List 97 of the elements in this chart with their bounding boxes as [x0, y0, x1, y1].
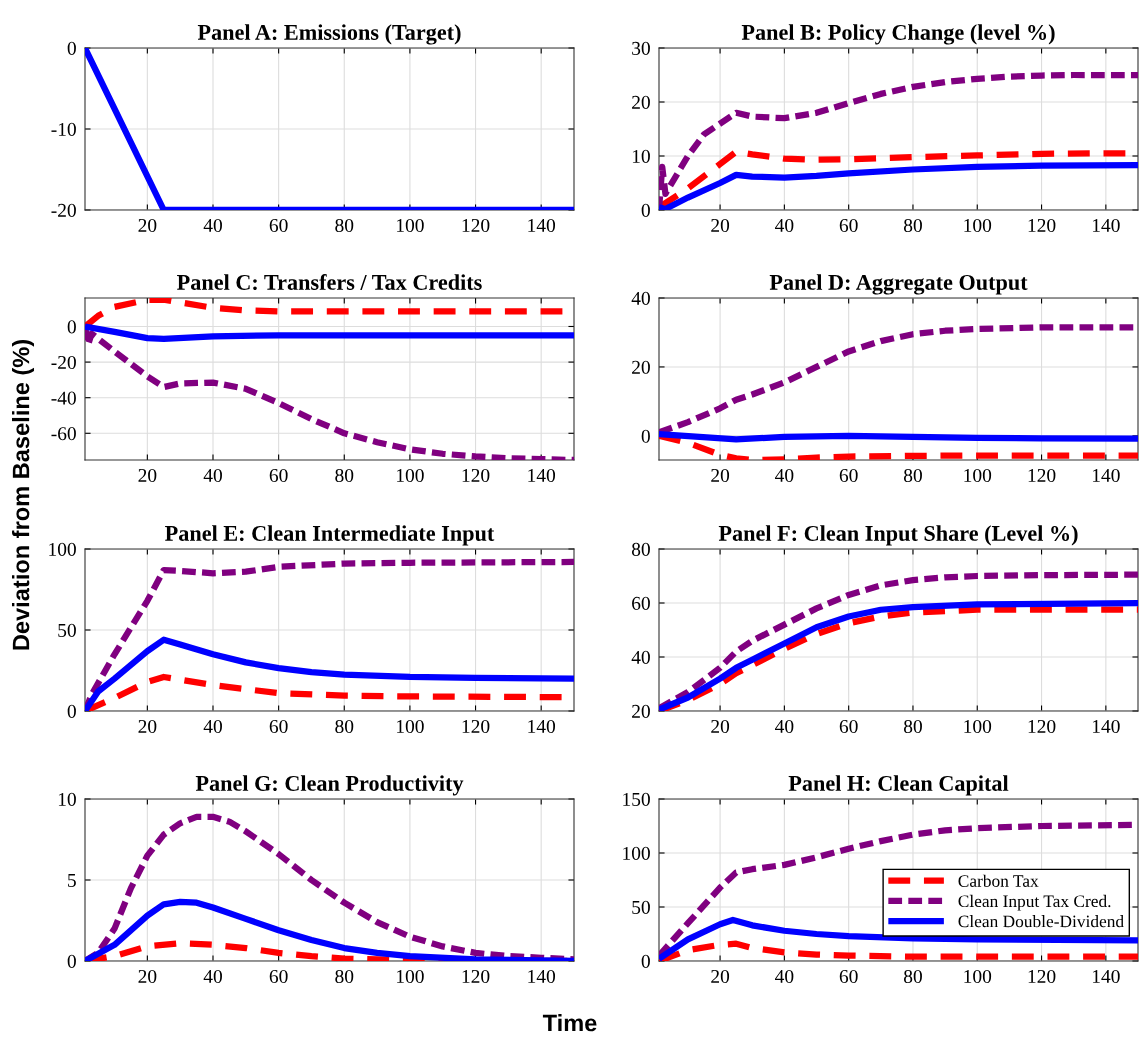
- x-tick-label: 100: [397, 468, 424, 483]
- x-tick-label: 80: [335, 969, 354, 984]
- y-tick-label: 5: [68, 874, 76, 887]
- y-tick-label: 100: [49, 542, 76, 556]
- x-tick-label: 20: [138, 218, 157, 233]
- chart-title: Panel B: Policy Change (level %): [741, 24, 1055, 45]
- y-tick-label: 0: [641, 954, 650, 968]
- x-tick-label: 140: [528, 468, 556, 483]
- x-tick-label: 40: [775, 719, 794, 734]
- chart-title: Panel D: Aggregate Output: [769, 274, 1028, 295]
- chart-title: Panel C: Transfers / Tax Credits: [177, 274, 482, 290]
- y-tick-label: 50: [632, 900, 650, 914]
- x-tick-label: 40: [203, 969, 222, 984]
- x-tick-label: 100: [397, 218, 424, 233]
- x-tick-label: 60: [839, 218, 858, 233]
- x-tick-label: 60: [269, 969, 288, 984]
- x-tick-label: 120: [462, 719, 490, 734]
- y-tick-label: 100: [623, 846, 650, 860]
- y-tick-label: 0: [641, 203, 650, 217]
- x-tick-label: 80: [335, 719, 354, 734]
- x-tick-label: 140: [1092, 218, 1120, 233]
- x-tick-label: 120: [462, 218, 490, 233]
- x-tick-label: 20: [138, 468, 157, 483]
- y-tick-label: 40: [631, 650, 650, 664]
- x-tick-label: 80: [903, 719, 922, 734]
- x-tick-label: 120: [1028, 969, 1056, 984]
- x-tick-label: 60: [839, 719, 858, 734]
- x-tick-label: 60: [269, 719, 288, 734]
- y-tick-label: -20: [51, 355, 76, 370]
- chart-title: Panel G: Clean Productivity: [195, 775, 464, 796]
- x-axis-title: Time: [542, 1013, 597, 1032]
- y-tick-label: 30: [632, 41, 650, 55]
- x-tick-label: 20: [138, 719, 157, 734]
- x-tick-label: 120: [462, 468, 490, 483]
- y-axis-title: Deviation from Baseline (%): [12, 340, 35, 650]
- chart-title: Panel H: Clean Capital: [788, 775, 1009, 796]
- chart-title: Panel A: Emissions (Target): [197, 24, 461, 45]
- y-tick-label: 20: [632, 704, 650, 718]
- x-tick-label: 120: [1028, 468, 1056, 483]
- y-tick-label: 0: [67, 704, 76, 718]
- x-tick-label: 100: [964, 969, 992, 984]
- x-tick-label: 140: [528, 969, 556, 984]
- x-tick-label: 40: [203, 468, 222, 483]
- chart-title: Panel F: Clean Input Share (Level %): [718, 525, 1078, 546]
- x-tick-label: 100: [397, 969, 424, 984]
- x-tick-label: 20: [711, 468, 730, 483]
- y-tick-label: 10: [632, 149, 650, 163]
- y-tick-label: 0: [67, 954, 76, 968]
- x-tick-label: 40: [775, 468, 794, 483]
- y-tick-label: 80: [631, 542, 650, 556]
- y-tick-label: 0: [641, 429, 650, 443]
- y-tick-label: 60: [632, 596, 650, 610]
- x-tick-label: 80: [903, 969, 922, 984]
- x-tick-label: 100: [964, 218, 992, 233]
- x-tick-label: 60: [839, 468, 858, 483]
- x-tick-label: 100: [397, 719, 424, 734]
- x-tick-label: 20: [711, 218, 730, 233]
- x-tick-label: 140: [528, 719, 556, 734]
- chart-title: Panel E: Clean Intermediate Input: [165, 525, 495, 546]
- x-tick-label: 40: [775, 969, 794, 984]
- y-tick-label: -40: [51, 391, 76, 405]
- y-tick-label: 0: [67, 320, 76, 334]
- y-tick-label: -60: [51, 427, 76, 441]
- x-tick-label: 40: [203, 719, 222, 734]
- x-tick-label: 40: [775, 218, 794, 233]
- legend-label: Clean Double-Dividend: [958, 915, 1124, 928]
- x-tick-label: 60: [839, 969, 858, 984]
- x-tick-label: 80: [335, 218, 354, 233]
- x-tick-label: 140: [1092, 468, 1120, 483]
- x-tick-label: 120: [462, 969, 490, 984]
- x-tick-label: 40: [203, 218, 222, 233]
- x-tick-label: 140: [1092, 719, 1120, 734]
- x-tick-label: 80: [903, 218, 922, 233]
- y-tick-label: 20: [632, 360, 650, 374]
- x-tick-label: 20: [711, 969, 730, 984]
- x-tick-label: 140: [528, 218, 556, 233]
- x-tick-label: 20: [711, 719, 730, 734]
- x-tick-label: 100: [964, 468, 992, 483]
- y-tick-label: -10: [51, 122, 76, 136]
- x-tick-label: 120: [1028, 719, 1056, 734]
- y-tick-label: 40: [631, 291, 650, 305]
- x-tick-label: 20: [138, 969, 157, 984]
- y-tick-label: 10: [58, 792, 76, 806]
- x-tick-label: 140: [1092, 969, 1120, 984]
- legend-label: Clean Input Tax Cred.: [958, 894, 1111, 911]
- y-tick-label: 150: [623, 792, 650, 806]
- y-tick-label: -20: [51, 203, 76, 217]
- x-tick-label: 120: [1028, 218, 1056, 233]
- y-tick-label: 0: [67, 41, 76, 55]
- y-tick-label: 50: [58, 623, 76, 637]
- x-tick-label: 60: [269, 468, 288, 483]
- legend-label: Carbon Tax: [958, 874, 1039, 887]
- x-tick-label: 80: [335, 468, 354, 483]
- x-tick-label: 80: [903, 468, 922, 483]
- x-tick-label: 60: [269, 218, 288, 233]
- x-tick-label: 100: [964, 719, 992, 734]
- y-tick-label: 20: [632, 95, 650, 109]
